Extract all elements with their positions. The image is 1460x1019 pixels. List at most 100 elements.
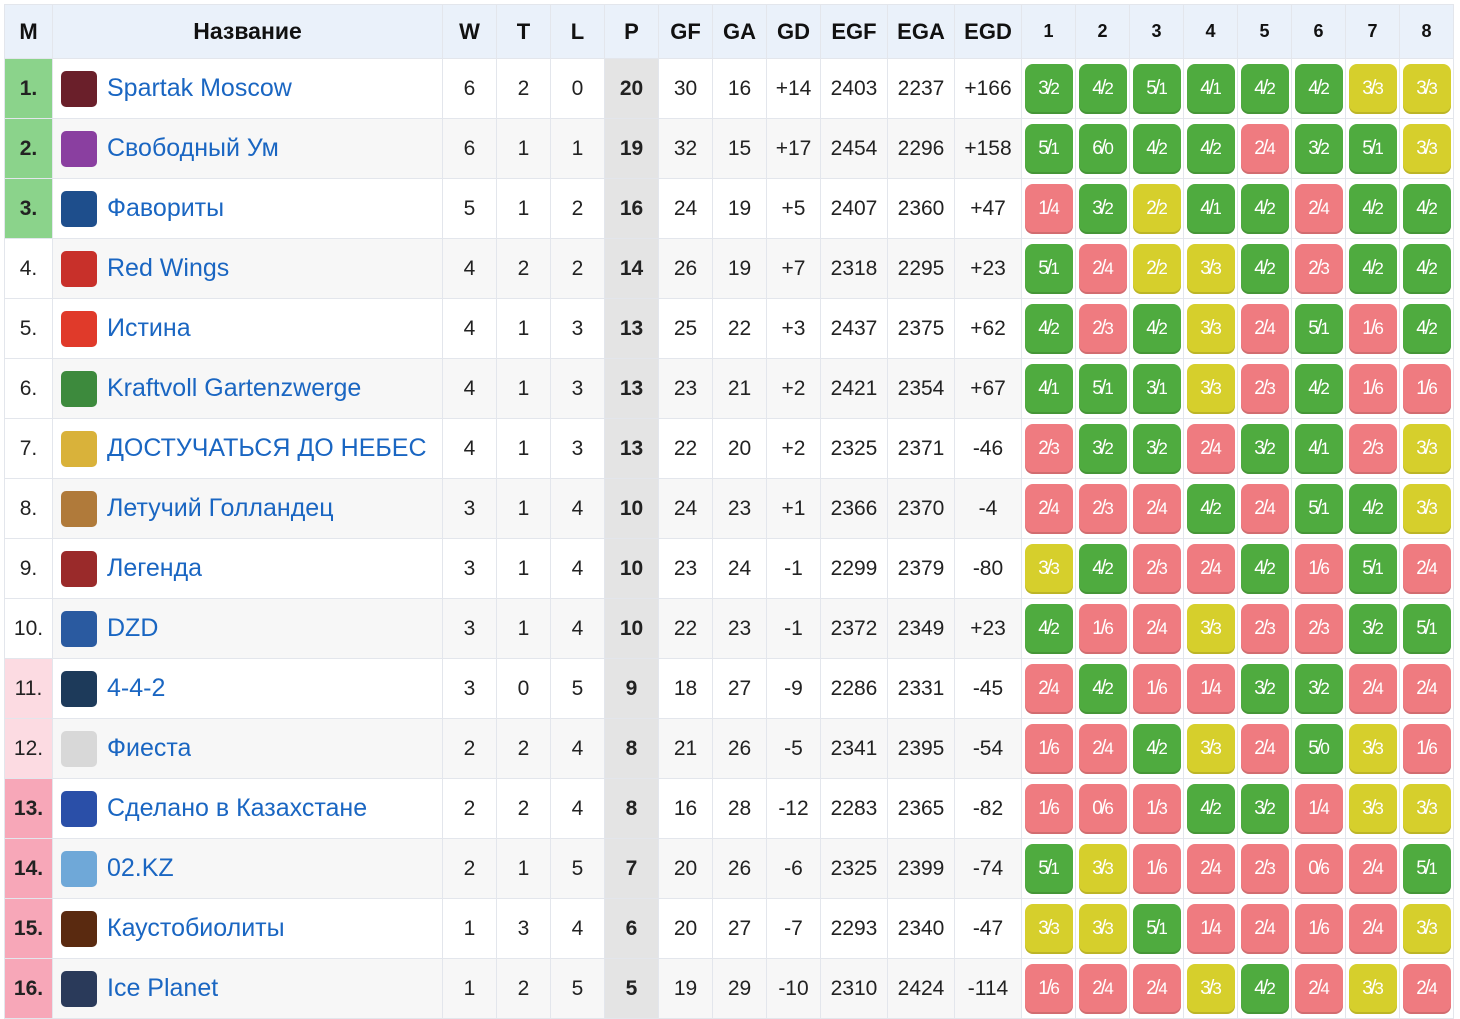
match-result-badge[interactable]: 1/6: [1024, 723, 1073, 774]
team-logo-icon[interactable]: [61, 910, 97, 947]
match-result-badge[interactable]: 2/4: [1078, 723, 1127, 774]
match-result-badge[interactable]: 2/4: [1132, 963, 1181, 1014]
match-result-badge[interactable]: 5/1: [1348, 123, 1397, 174]
match-result-badge[interactable]: 3/3: [1186, 243, 1235, 294]
header-points[interactable]: P: [604, 4, 659, 59]
match-result-badge[interactable]: 2/3: [1078, 303, 1127, 354]
match-result-badge[interactable]: 4/2: [1186, 783, 1235, 834]
match-result-badge[interactable]: 3/3: [1348, 963, 1397, 1014]
team-name-link[interactable]: Ice Planet: [107, 974, 219, 1002]
match-result-badge[interactable]: 4/2: [1024, 603, 1073, 654]
match-result-badge[interactable]: 1/6: [1402, 723, 1451, 774]
match-result-badge[interactable]: 2/4: [1078, 243, 1127, 294]
match-result-badge[interactable]: 4/2: [1294, 63, 1343, 114]
match-result-badge[interactable]: 3/3: [1186, 603, 1235, 654]
match-result-badge[interactable]: 6/0: [1078, 123, 1127, 174]
match-result-badge[interactable]: 3/3: [1402, 483, 1451, 534]
match-result-badge[interactable]: 5/1: [1078, 363, 1127, 414]
match-result-badge[interactable]: 1/6: [1294, 903, 1343, 954]
match-result-badge[interactable]: 3/3: [1186, 963, 1235, 1014]
match-result-badge[interactable]: 3/2: [1348, 603, 1397, 654]
match-result-badge[interactable]: 5/0: [1294, 723, 1343, 774]
team-logo-icon[interactable]: [61, 730, 97, 767]
match-result-badge[interactable]: 1/3: [1132, 783, 1181, 834]
match-result-badge[interactable]: 4/2: [1402, 183, 1451, 234]
match-result-badge[interactable]: 3/3: [1402, 63, 1451, 114]
match-result-badge[interactable]: 3/2: [1240, 783, 1289, 834]
team-logo-icon[interactable]: [61, 190, 97, 227]
match-result-badge[interactable]: 1/6: [1024, 783, 1073, 834]
match-result-badge[interactable]: 1/4: [1294, 783, 1343, 834]
match-result-badge[interactable]: 4/1: [1294, 423, 1343, 474]
match-result-badge[interactable]: 1/6: [1078, 603, 1127, 654]
header-goal-difference[interactable]: GD: [766, 4, 821, 59]
match-result-badge[interactable]: 1/6: [1402, 363, 1451, 414]
match-result-badge[interactable]: 2/4: [1240, 723, 1289, 774]
match-result-badge[interactable]: 2/4: [1024, 483, 1073, 534]
match-result-badge[interactable]: 4/2: [1078, 663, 1127, 714]
team-logo-icon[interactable]: [61, 490, 97, 527]
header-goals-for[interactable]: GF: [658, 4, 713, 59]
match-result-badge[interactable]: 4/2: [1132, 723, 1181, 774]
match-result-badge[interactable]: 2/4: [1348, 663, 1397, 714]
match-result-badge[interactable]: 1/6: [1132, 843, 1181, 894]
team-name-link[interactable]: Свободный Ум: [107, 134, 279, 162]
match-result-badge[interactable]: 2/4: [1240, 483, 1289, 534]
match-result-badge[interactable]: 3/3: [1024, 543, 1073, 594]
match-result-badge[interactable]: 0/6: [1078, 783, 1127, 834]
match-result-badge[interactable]: 4/2: [1240, 543, 1289, 594]
match-result-badge[interactable]: 2/4: [1348, 903, 1397, 954]
header-goals-against[interactable]: GA: [712, 4, 767, 59]
match-result-badge[interactable]: 2/4: [1402, 963, 1451, 1014]
team-logo-icon[interactable]: [61, 790, 97, 827]
match-result-badge[interactable]: 4/2: [1348, 483, 1397, 534]
match-result-badge[interactable]: 4/1: [1186, 63, 1235, 114]
match-result-badge[interactable]: 2/4: [1402, 663, 1451, 714]
match-result-badge[interactable]: 2/2: [1132, 183, 1181, 234]
match-result-badge[interactable]: 4/2: [1240, 63, 1289, 114]
match-result-badge[interactable]: 3/3: [1348, 783, 1397, 834]
match-result-badge[interactable]: 2/3: [1240, 843, 1289, 894]
team-name-link[interactable]: Фиеста: [107, 734, 192, 762]
match-result-badge[interactable]: 2/3: [1348, 423, 1397, 474]
team-logo-icon[interactable]: [61, 370, 97, 407]
team-logo-icon[interactable]: [61, 250, 97, 287]
match-result-badge[interactable]: 4/2: [1348, 243, 1397, 294]
match-result-badge[interactable]: 3/3: [1186, 363, 1235, 414]
team-name-link[interactable]: Каустобиолиты: [107, 914, 285, 942]
match-result-badge[interactable]: 0/6: [1294, 843, 1343, 894]
match-result-badge[interactable]: 2/3: [1078, 483, 1127, 534]
match-result-badge[interactable]: 2/4: [1294, 963, 1343, 1014]
match-result-badge[interactable]: 4/2: [1186, 123, 1235, 174]
match-result-badge[interactable]: 4/1: [1024, 363, 1073, 414]
team-name-link[interactable]: Kraftvoll Gartenzwerge: [107, 374, 362, 402]
match-result-badge[interactable]: 3/3: [1402, 423, 1451, 474]
team-logo-icon[interactable]: [61, 610, 97, 647]
match-result-badge[interactable]: 5/1: [1024, 123, 1073, 174]
team-name-link[interactable]: 4-4-2: [107, 674, 166, 702]
match-result-badge[interactable]: 2/4: [1240, 303, 1289, 354]
match-result-badge[interactable]: 4/1: [1186, 183, 1235, 234]
team-name-link[interactable]: DZD: [107, 614, 159, 642]
match-result-badge[interactable]: 4/2: [1186, 483, 1235, 534]
header-ties[interactable]: T: [496, 4, 551, 59]
team-logo-icon[interactable]: [61, 310, 97, 347]
team-name-link[interactable]: Сделано в Казахстане: [107, 794, 368, 822]
match-result-badge[interactable]: 5/1: [1348, 543, 1397, 594]
match-result-badge[interactable]: 5/1: [1132, 63, 1181, 114]
match-result-badge[interactable]: 2/4: [1348, 843, 1397, 894]
match-result-badge[interactable]: 2/4: [1186, 423, 1235, 474]
match-result-badge[interactable]: 3/3: [1348, 723, 1397, 774]
match-result-badge[interactable]: 4/2: [1240, 963, 1289, 1014]
match-result-badge[interactable]: 4/2: [1132, 123, 1181, 174]
match-result-badge[interactable]: 1/6: [1348, 363, 1397, 414]
team-name-link[interactable]: ДОСТУЧАТЬСЯ ДО НЕБЕС: [107, 434, 427, 462]
team-logo-icon[interactable]: [61, 70, 97, 107]
match-result-badge[interactable]: 3/3: [1402, 903, 1451, 954]
match-result-badge[interactable]: 3/2: [1294, 663, 1343, 714]
match-result-badge[interactable]: 3/2: [1024, 63, 1073, 114]
match-result-badge[interactable]: 3/3: [1078, 903, 1127, 954]
match-result-badge[interactable]: 1/6: [1024, 963, 1073, 1014]
match-result-badge[interactable]: 2/4: [1402, 543, 1451, 594]
match-result-badge[interactable]: 1/6: [1132, 663, 1181, 714]
